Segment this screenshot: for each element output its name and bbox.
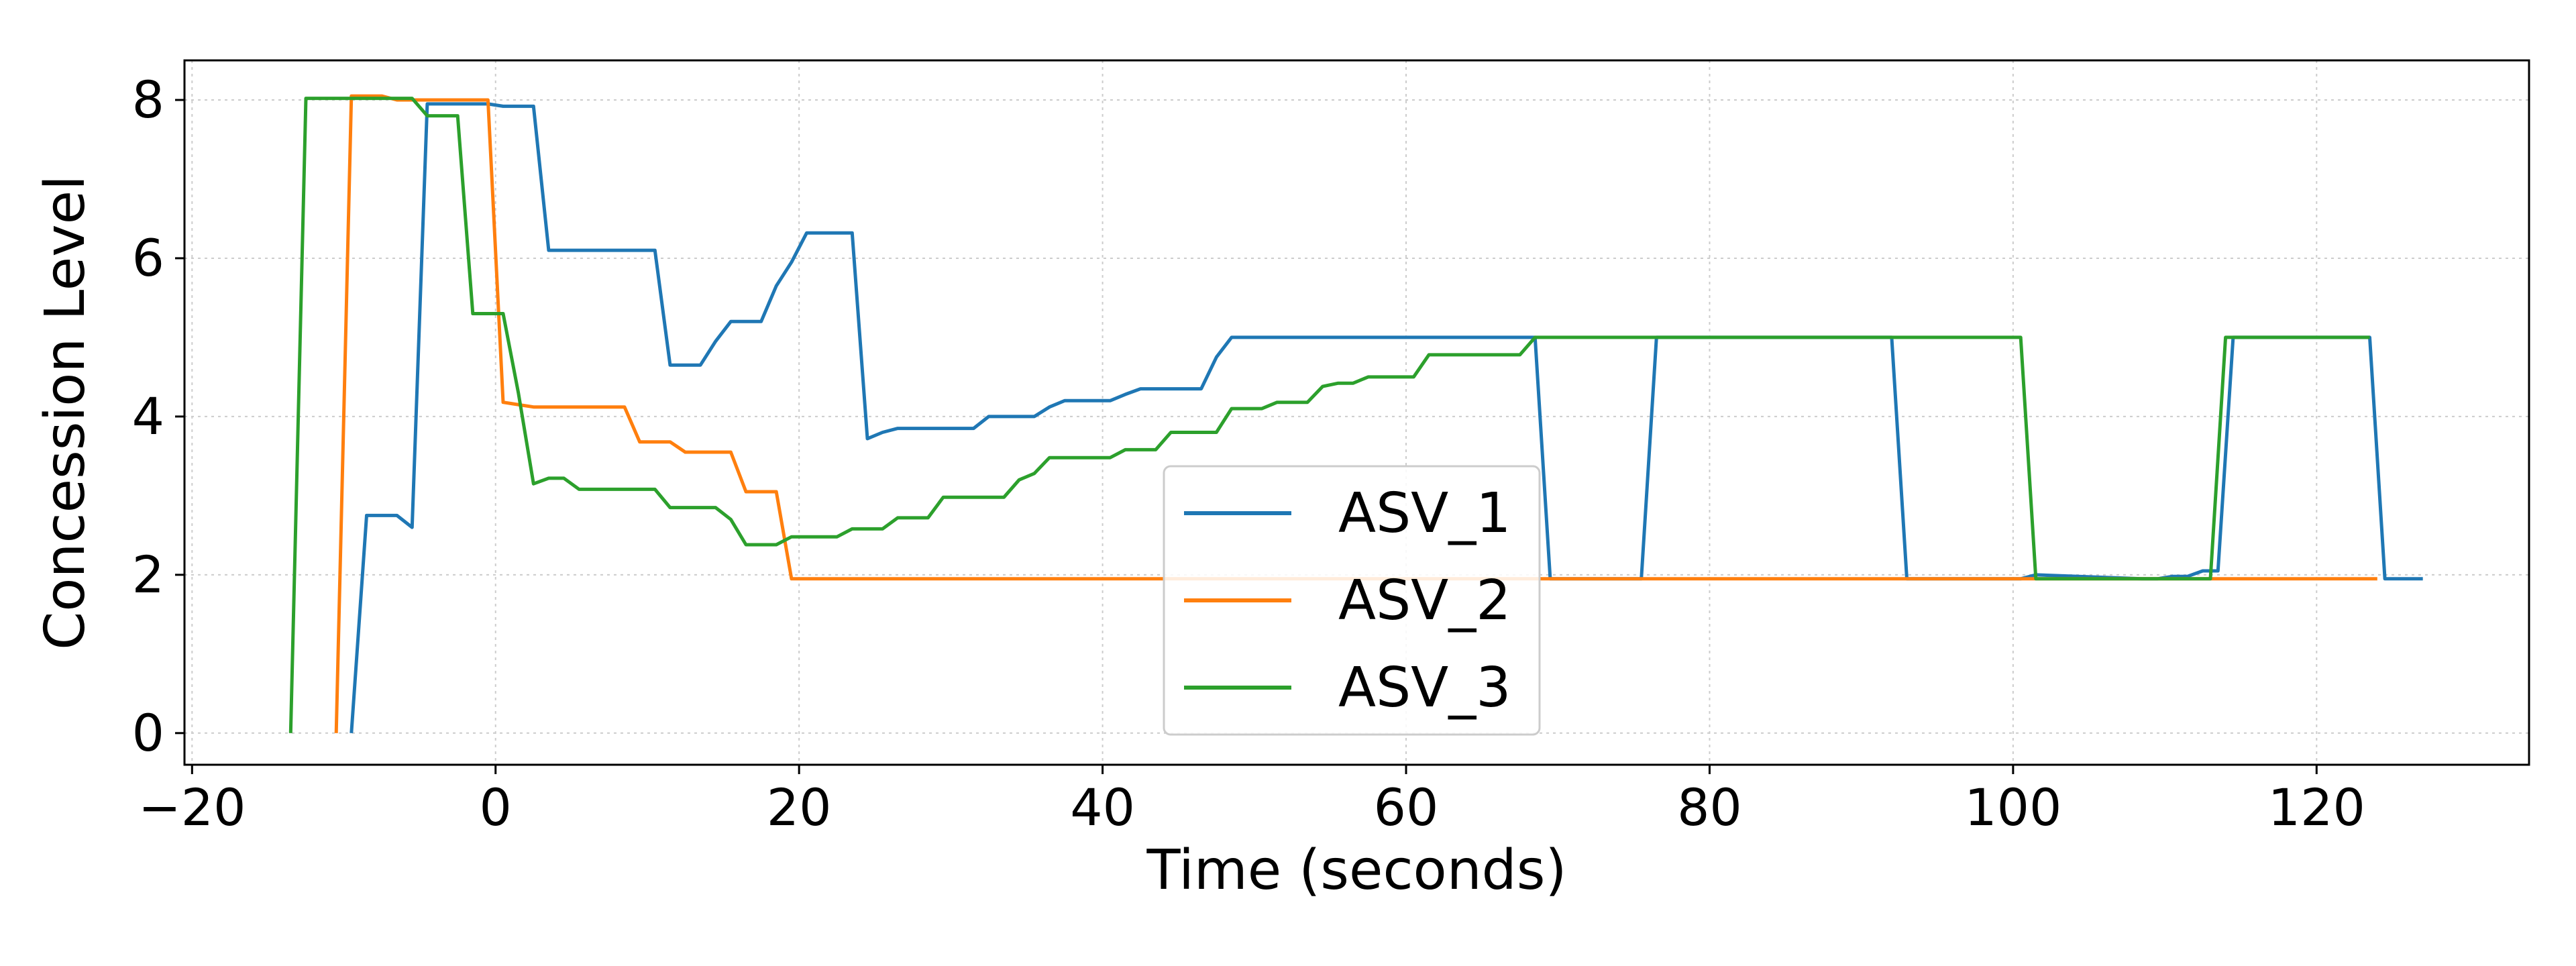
- x-axis-ticks: −20 0 20 40 60 80 100 120: [138, 765, 2365, 837]
- plot-area-frame: [183, 59, 2530, 766]
- x-tick-label: 100: [1964, 777, 2061, 837]
- x-axis-label: Time (seconds): [1146, 839, 1567, 902]
- y-axis-ticks: 0 2 4 6 8: [132, 70, 184, 763]
- legend: ASV_1 ASV_2 ASV_3: [1163, 465, 1541, 736]
- legend-entry: ASV_1: [1338, 482, 1511, 545]
- y-tick-label: 2: [132, 545, 164, 604]
- x-tick-label: 40: [1070, 777, 1135, 837]
- x-tick-label: −20: [138, 777, 246, 837]
- y-tick-label: 6: [132, 228, 164, 288]
- legend-box: [1163, 465, 1541, 736]
- y-tick-label: 8: [132, 70, 164, 129]
- series-lines: [288, 94, 2423, 733]
- x-tick-label: 0: [480, 777, 512, 837]
- legend-entry: ASV_2: [1338, 569, 1511, 633]
- series-line-asv-3: [288, 97, 2370, 733]
- y-tick-label: 4: [132, 386, 164, 446]
- x-tick-label: 60: [1374, 777, 1439, 837]
- y-tick-label: 0: [132, 703, 164, 763]
- y-axis-label: Concession Level: [34, 175, 97, 650]
- legend-entry: ASV_3: [1338, 656, 1511, 720]
- x-tick-label: 120: [2268, 777, 2365, 837]
- x-tick-label: 20: [767, 777, 832, 837]
- x-tick-label: 80: [1677, 777, 1742, 837]
- grid-lines: [184, 60, 2529, 765]
